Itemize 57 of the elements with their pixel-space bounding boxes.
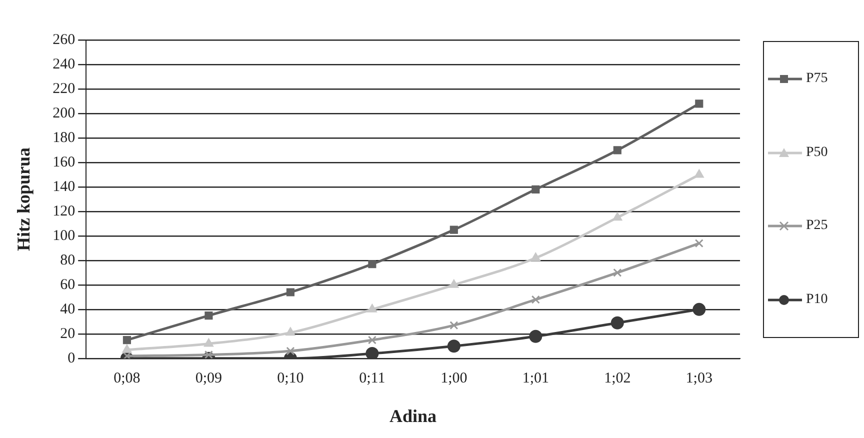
x-tick-label: 0;09 bbox=[195, 370, 222, 386]
x-tick-label: 1;02 bbox=[604, 370, 631, 386]
point bbox=[612, 212, 622, 221]
legend-label: P10 bbox=[806, 292, 828, 308]
point bbox=[613, 146, 622, 154]
point bbox=[692, 302, 706, 316]
point bbox=[450, 321, 458, 330]
point bbox=[532, 185, 540, 194]
x-tick-label: 0;08 bbox=[114, 370, 140, 386]
point bbox=[366, 347, 379, 358]
point bbox=[286, 288, 294, 296]
y-tick-label: 140 bbox=[52, 178, 76, 195]
legend-label: P75 bbox=[806, 70, 828, 87]
x-tick-label: 1;00 bbox=[440, 370, 468, 386]
point bbox=[613, 268, 622, 277]
y-tick-label: 200 bbox=[52, 105, 76, 122]
y-tick-label: 120 bbox=[52, 203, 76, 220]
y-axis-title: Hitz kopurua bbox=[13, 147, 34, 251]
y-tick-label: 0 bbox=[68, 350, 76, 366]
x-tick-label: 0;11 bbox=[359, 370, 386, 386]
x-axis-title: Adina bbox=[390, 406, 437, 426]
x-tick-label: 1;03 bbox=[686, 370, 712, 386]
point bbox=[447, 340, 460, 353]
y-tick-label: 160 bbox=[52, 154, 76, 170]
point bbox=[694, 169, 704, 178]
point bbox=[286, 346, 295, 356]
y-tick-label: 220 bbox=[52, 80, 76, 97]
legend-label: P50 bbox=[806, 144, 828, 161]
y-tick-label: 180 bbox=[52, 130, 76, 146]
y-tick-label: 240 bbox=[52, 56, 76, 72]
legend-label: P25 bbox=[806, 218, 828, 234]
y-tick-label: 40 bbox=[60, 301, 76, 318]
point bbox=[530, 252, 540, 261]
y-tick-label: 20 bbox=[60, 326, 76, 342]
point bbox=[122, 352, 132, 358]
point bbox=[610, 316, 624, 330]
point bbox=[368, 260, 376, 268]
point bbox=[122, 344, 132, 353]
y-tick-label: 80 bbox=[60, 252, 76, 268]
x-tick-label: 0;10 bbox=[277, 370, 304, 386]
point bbox=[122, 336, 132, 344]
y-tick-label: 260 bbox=[52, 32, 76, 48]
point bbox=[694, 239, 704, 248]
point bbox=[531, 295, 540, 304]
point bbox=[367, 304, 378, 312]
point bbox=[286, 327, 296, 336]
point bbox=[204, 350, 213, 358]
y-tick-label: 100 bbox=[52, 228, 76, 244]
point bbox=[368, 336, 376, 344]
point bbox=[449, 279, 459, 288]
point bbox=[450, 226, 458, 234]
point bbox=[204, 312, 213, 320]
point bbox=[204, 338, 214, 347]
x-tick-label: 1;01 bbox=[522, 370, 549, 386]
point bbox=[695, 100, 704, 108]
point bbox=[529, 330, 542, 343]
y-tick-label: 60 bbox=[60, 276, 76, 293]
